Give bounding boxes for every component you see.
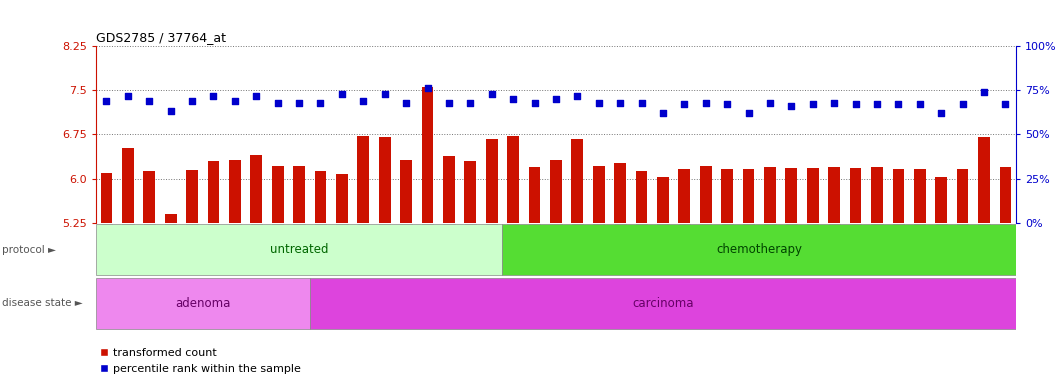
Text: adenoma: adenoma — [176, 297, 231, 310]
Bar — [785, 168, 797, 223]
Point — [697, 99, 714, 106]
Point — [890, 101, 907, 108]
Bar — [658, 177, 669, 223]
Bar — [310, 278, 1016, 329]
Bar — [271, 166, 284, 223]
Bar — [486, 139, 498, 223]
Point — [526, 99, 543, 106]
Point — [504, 96, 521, 102]
Bar — [207, 161, 219, 223]
Point — [911, 101, 928, 108]
Bar — [614, 163, 626, 223]
Point — [312, 99, 329, 106]
Point — [440, 99, 458, 106]
Bar — [721, 169, 733, 223]
Point — [933, 110, 950, 116]
Bar — [358, 136, 369, 223]
Text: GDS2785 / 37764_at: GDS2785 / 37764_at — [96, 31, 226, 44]
Point — [483, 91, 500, 97]
Point — [954, 101, 971, 108]
Bar — [465, 161, 477, 223]
Bar — [421, 87, 433, 223]
Bar — [679, 169, 691, 223]
Bar — [186, 170, 198, 223]
Point — [591, 99, 608, 106]
Point — [762, 99, 779, 106]
Point — [398, 99, 415, 106]
Point — [783, 103, 800, 109]
Point — [162, 108, 179, 114]
Point — [612, 99, 629, 106]
Point — [290, 99, 307, 106]
Point — [333, 91, 350, 97]
Bar — [250, 155, 262, 223]
Bar — [101, 173, 113, 223]
Bar — [743, 169, 754, 223]
Point — [547, 96, 564, 102]
Bar — [828, 167, 841, 223]
Bar — [635, 172, 647, 223]
Point — [119, 93, 136, 99]
Bar — [935, 177, 947, 223]
Bar — [294, 166, 305, 223]
Bar — [443, 156, 454, 223]
Bar — [764, 167, 776, 223]
Point — [654, 110, 671, 116]
Point — [419, 85, 436, 91]
Point — [184, 98, 201, 104]
Bar — [144, 172, 155, 223]
Bar — [336, 174, 348, 223]
Text: disease state ►: disease state ► — [2, 298, 83, 308]
Text: protocol ►: protocol ► — [2, 245, 56, 255]
Bar — [593, 166, 604, 223]
Point — [868, 101, 885, 108]
Bar — [999, 167, 1011, 223]
Point — [826, 99, 843, 106]
Bar — [96, 278, 310, 329]
Bar — [122, 148, 134, 223]
Bar — [978, 137, 990, 223]
Bar — [315, 172, 327, 223]
Bar — [550, 160, 562, 223]
Bar — [379, 137, 390, 223]
Bar — [96, 224, 502, 275]
Point — [847, 101, 864, 108]
Point — [205, 93, 222, 99]
Text: untreated: untreated — [270, 243, 329, 256]
Point — [462, 99, 479, 106]
Bar — [807, 168, 818, 223]
Bar — [914, 169, 926, 223]
Point — [569, 93, 586, 99]
Point — [227, 98, 244, 104]
Point — [269, 99, 286, 106]
Point — [98, 98, 115, 104]
Text: carcinoma: carcinoma — [632, 297, 694, 310]
Bar — [508, 136, 519, 223]
Bar — [229, 160, 240, 223]
Point — [741, 110, 758, 116]
Point — [976, 89, 993, 95]
Bar — [400, 160, 412, 223]
Bar — [871, 167, 883, 223]
Point — [718, 101, 735, 108]
Point — [804, 101, 821, 108]
Point — [633, 99, 650, 106]
Point — [377, 91, 394, 97]
Legend: transformed count, percentile rank within the sample: transformed count, percentile rank withi… — [96, 344, 305, 379]
Bar — [850, 168, 862, 223]
Bar — [165, 214, 177, 223]
Bar — [893, 169, 904, 223]
Bar — [700, 166, 712, 223]
Bar — [502, 224, 1016, 275]
Point — [248, 93, 265, 99]
Bar — [529, 167, 541, 223]
Point — [140, 98, 157, 104]
Point — [997, 101, 1014, 108]
Bar — [571, 139, 583, 223]
Point — [676, 101, 693, 108]
Point — [354, 98, 371, 104]
Bar — [957, 169, 968, 223]
Text: chemotherapy: chemotherapy — [716, 243, 802, 256]
